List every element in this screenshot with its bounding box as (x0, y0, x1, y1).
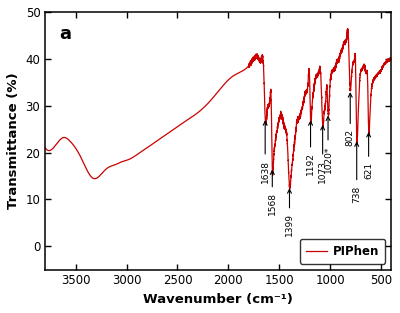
PIPhen (389, 56, 394, 59)
PIPhen (345, 27, 350, 30)
PIPhen (258, 59, 263, 63)
PIPhen (287, 187, 292, 191)
Text: 802: 802 (346, 93, 355, 146)
Text: 738: 738 (352, 142, 361, 203)
Text: 621: 621 (364, 133, 373, 179)
Text: 1020*: 1020* (324, 117, 332, 173)
PIPhen (46, 148, 50, 152)
Text: a: a (59, 25, 71, 43)
PIPhen (305, 87, 310, 91)
PIPhen (306, 72, 311, 75)
Legend: PIPhen: PIPhen (300, 239, 385, 264)
Text: 1638: 1638 (261, 121, 270, 182)
Line: PIPhen: PIPhen (45, 28, 391, 189)
PIPhen (308, 118, 313, 122)
Text: 1073: 1073 (318, 126, 327, 182)
Text: 1399: 1399 (285, 189, 294, 236)
Text: 1568: 1568 (268, 171, 277, 215)
Text: 1192: 1192 (306, 121, 315, 175)
X-axis label: Wavenumber (cm⁻¹): Wavenumber (cm⁻¹) (143, 293, 293, 306)
PIPhen (234, 72, 238, 76)
PIPhen (43, 146, 48, 150)
Y-axis label: Transmittance (%): Transmittance (%) (7, 73, 20, 209)
